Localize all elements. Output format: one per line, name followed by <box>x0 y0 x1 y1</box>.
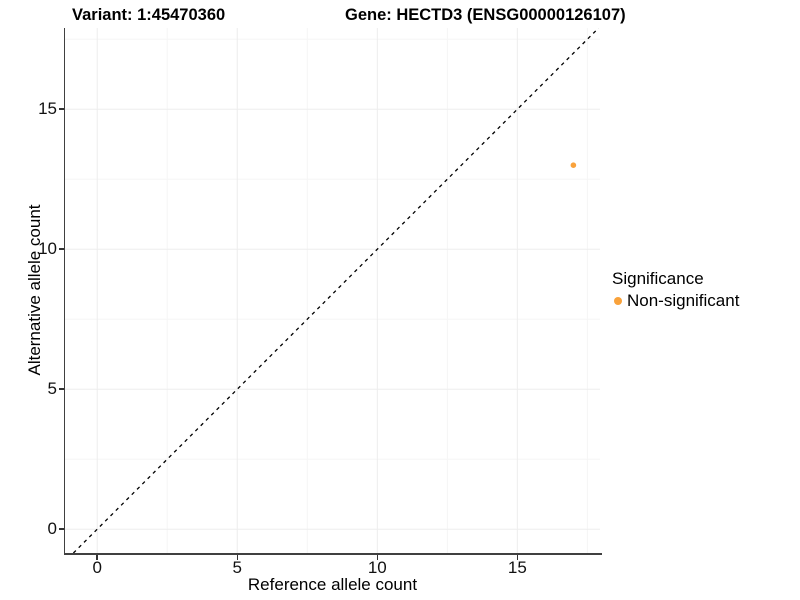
legend-entry: Non-significant <box>612 290 739 311</box>
plot-panel <box>65 28 600 553</box>
legend-entry-label: Non-significant <box>627 291 740 310</box>
identity-dashed-line <box>72 28 600 553</box>
x-tick-label: 15 <box>507 558 527 577</box>
x-tick-mark <box>96 554 98 560</box>
legend-title: Significance <box>612 269 704 288</box>
y-tick-label: 10 <box>38 239 57 259</box>
variant-title: Variant: 1:45470360 <box>72 6 226 24</box>
y-tick-label: 0 <box>47 519 57 539</box>
y-axis-line <box>63 28 65 555</box>
x-tick-label: 10 <box>367 558 387 577</box>
y-tick-label: 15 <box>38 99 57 119</box>
gene-title: Gene: HECTD3 (ENSG00000126107) <box>345 6 626 24</box>
x-tick-label: 0 <box>92 558 102 577</box>
x-tick-mark <box>376 554 379 560</box>
y-tick-mark <box>59 108 64 110</box>
y-tick-mark <box>59 528 64 530</box>
x-axis-title: Reference allele count <box>247 575 418 594</box>
legend-point-swatch <box>614 296 622 305</box>
y-axis-title: Alternative allele count <box>25 204 44 376</box>
data-point <box>570 162 577 168</box>
legend: Significance Non-significant <box>612 268 739 311</box>
x-tick-label: 5 <box>232 558 242 577</box>
x-axis-line <box>63 553 602 555</box>
y-tick-label: 5 <box>47 379 57 399</box>
y-tick-mark <box>59 388 64 390</box>
y-tick-mark <box>59 248 64 250</box>
x-tick-mark <box>236 554 238 560</box>
x-tick-mark <box>516 554 519 560</box>
